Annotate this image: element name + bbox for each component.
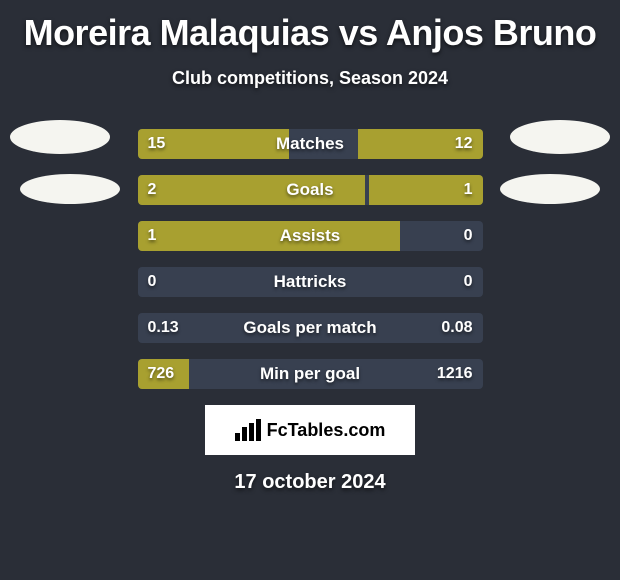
stats-container: 15 Matches 12 2 Goals 1 1 Assists 0 0 Ha… <box>138 129 483 389</box>
stat-value-left: 2 <box>148 175 157 205</box>
stat-bar-left <box>138 175 366 205</box>
stat-value-right: 1 <box>464 175 473 205</box>
stat-value-right: 1216 <box>437 359 473 389</box>
stat-value-left: 0 <box>148 267 157 297</box>
stat-row: 2 Goals 1 <box>138 175 483 205</box>
stat-label: Goals per match <box>138 313 483 343</box>
stat-value-left: 1 <box>148 221 157 251</box>
stat-row: 0 Hattricks 0 <box>138 267 483 297</box>
brand-box[interactable]: FcTables.com <box>205 405 415 455</box>
page-title: Moreira Malaquias vs Anjos Bruno <box>0 0 620 54</box>
vs-separator: vs <box>339 12 378 53</box>
bars-icon <box>235 419 261 441</box>
stat-value-left: 15 <box>148 129 166 159</box>
flag-left-2-icon <box>20 174 120 204</box>
stat-value-right: 0.08 <box>441 313 472 343</box>
stat-row: 726 Min per goal 1216 <box>138 359 483 389</box>
stat-value-left: 726 <box>148 359 175 389</box>
stat-label: Hattricks <box>138 267 483 297</box>
date-text: 17 october 2024 <box>0 471 620 494</box>
stat-value-right: 0 <box>464 267 473 297</box>
stat-row: 1 Assists 0 <box>138 221 483 251</box>
stat-row: 15 Matches 12 <box>138 129 483 159</box>
brand-text: FcTables.com <box>267 420 386 441</box>
subtitle: Club competitions, Season 2024 <box>0 68 620 89</box>
stat-value-left: 0.13 <box>148 313 179 343</box>
stat-row: 0.13 Goals per match 0.08 <box>138 313 483 343</box>
flag-right-2-icon <box>500 174 600 204</box>
flag-left-1-icon <box>10 120 110 154</box>
flag-right-1-icon <box>510 120 610 154</box>
stat-value-right: 12 <box>455 129 473 159</box>
stat-label: Min per goal <box>138 359 483 389</box>
player1-name: Moreira Malaquias <box>24 12 330 53</box>
player2-name: Anjos Bruno <box>386 12 596 53</box>
stat-value-right: 0 <box>464 221 473 251</box>
stat-bar-left <box>138 221 400 251</box>
